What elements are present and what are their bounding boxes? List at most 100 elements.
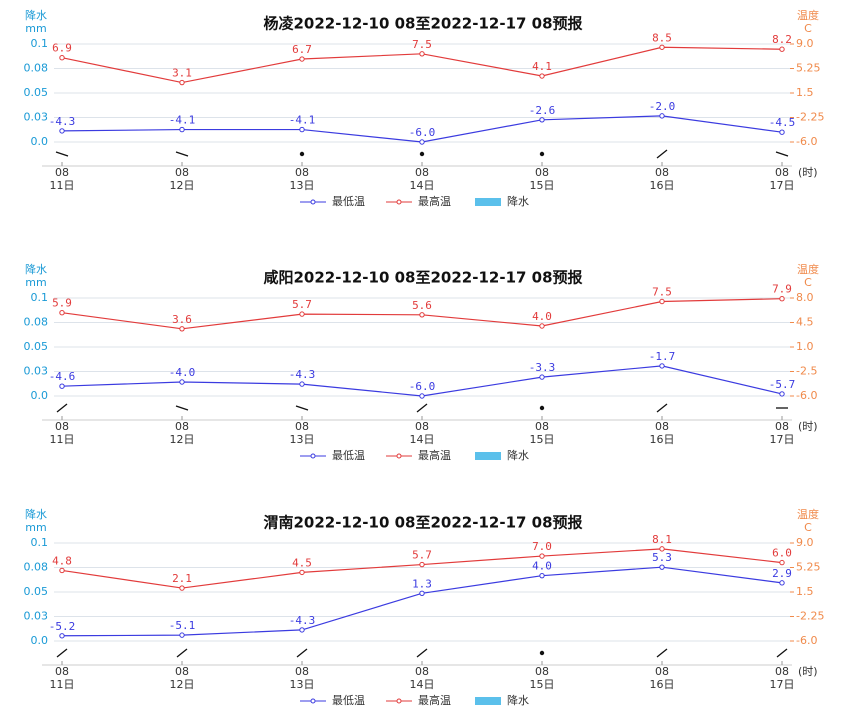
- y2-tick-label: 9.0: [796, 37, 814, 50]
- y-tick-label: 0.05: [24, 86, 49, 99]
- y2-axis-unit: C: [804, 521, 812, 534]
- data-label: 4.0: [532, 560, 552, 573]
- point: [179, 632, 185, 638]
- point: [59, 633, 65, 639]
- point: [299, 381, 305, 387]
- point: [179, 126, 185, 133]
- data-label: -4.1: [169, 114, 196, 127]
- x-tick-label: 11日: [50, 433, 75, 446]
- point: [419, 561, 425, 568]
- data-label: 5.9: [52, 297, 72, 310]
- data-label: 3.6: [172, 313, 192, 326]
- x-tick-label: 08: [775, 166, 789, 179]
- x-axis-unit: (时): [798, 420, 818, 433]
- y-tick-label: 0.03: [24, 111, 49, 124]
- data-label: 2.1: [172, 572, 192, 585]
- wind-icon: [56, 648, 68, 658]
- y-tick-label: 0.1: [31, 37, 49, 50]
- point: [659, 298, 665, 305]
- x-tick-label: 16日: [650, 433, 675, 446]
- y2-tick-label: 9.0: [796, 536, 814, 549]
- point: [299, 569, 305, 576]
- wind-icon: [419, 151, 425, 157]
- point: [419, 312, 425, 318]
- data-label: 3.1: [172, 67, 192, 80]
- x-tick-label: 12日: [170, 179, 195, 192]
- y2-tick-label: -6.0: [796, 135, 817, 148]
- point: [419, 393, 425, 399]
- wind-icon: [776, 648, 788, 658]
- data-label: 5.6: [412, 299, 432, 312]
- point: [59, 310, 65, 316]
- point: [299, 627, 305, 633]
- data-label: 4.1: [532, 60, 552, 73]
- wind-icon: [539, 151, 545, 157]
- point: [659, 564, 665, 570]
- point: [179, 585, 185, 591]
- data-label: 5.3: [652, 551, 672, 564]
- x-axis-unit: (时): [798, 166, 818, 179]
- legend-label: 最低温: [332, 694, 365, 707]
- y-axis-unit: mm: [25, 521, 46, 534]
- point: [539, 572, 545, 579]
- data-label: -2.6: [529, 104, 556, 117]
- data-label: 4.0: [532, 310, 552, 323]
- point: [779, 580, 785, 586]
- wind-icon: [539, 405, 545, 411]
- wind-icon: [656, 648, 668, 658]
- x-tick-label: 08: [655, 420, 669, 433]
- y2-tick-label: 8.0: [796, 291, 814, 304]
- x-tick-label: 08: [55, 420, 69, 433]
- point: [779, 296, 785, 302]
- wind-icon: [416, 403, 428, 413]
- data-label: -5.2: [49, 620, 76, 633]
- y2-tick-label: 5.25: [796, 62, 821, 75]
- x-tick-label: 08: [535, 420, 549, 433]
- point: [539, 117, 545, 123]
- x-tick-label: 08: [175, 665, 189, 678]
- x-tick-label: 17日: [770, 179, 795, 192]
- wind-icon: [775, 151, 789, 157]
- legend-label: 最高温: [418, 693, 451, 707]
- data-label: 8.5: [652, 31, 672, 44]
- chart-title: 渭南2022-12-10 08至2022-12-17 08预报: [263, 514, 582, 532]
- x-tick-label: 13日: [290, 433, 315, 446]
- point: [659, 44, 665, 50]
- wind-icon: [416, 648, 428, 658]
- point: [539, 374, 545, 380]
- legend-label: 降水: [507, 194, 529, 208]
- x-tick-label: 08: [175, 166, 189, 179]
- x-tick-label: 08: [295, 665, 309, 678]
- y-tick-label: 0.1: [31, 291, 49, 304]
- y2-tick-label: -2.25: [796, 111, 824, 124]
- legend-swatch: [475, 452, 501, 460]
- data-label: -2.0: [649, 100, 676, 113]
- legend-label: 最高温: [418, 194, 451, 208]
- point: [299, 126, 305, 133]
- x-tick-label: 13日: [290, 678, 315, 691]
- data-label: 4.5: [292, 556, 312, 569]
- x-tick-label: 08: [655, 166, 669, 179]
- y2-tick-label: 1.5: [796, 585, 814, 598]
- y-tick-label: 0.08: [24, 316, 49, 329]
- y-tick-label: 0.08: [24, 561, 49, 574]
- x-tick-label: 08: [175, 420, 189, 433]
- y-tick-label: 0.0: [31, 634, 49, 647]
- legend-label: 降水: [507, 693, 529, 707]
- x-axis-unit: (时): [798, 665, 818, 678]
- legend-marker: [310, 199, 316, 205]
- y-tick-label: 0.03: [24, 365, 49, 378]
- point: [299, 56, 305, 62]
- y2-tick-label: 1.5: [796, 86, 814, 99]
- x-tick-label: 08: [415, 665, 429, 678]
- y2-axis-unit: C: [804, 276, 812, 289]
- data-label: 5.7: [292, 298, 312, 311]
- data-label: -1.7: [649, 350, 676, 363]
- legend-swatch: [475, 198, 501, 206]
- data-label: 6.0: [772, 547, 792, 560]
- x-tick-label: 15日: [530, 433, 555, 446]
- point: [779, 129, 785, 135]
- data-label: 6.7: [292, 43, 312, 56]
- x-tick-label: 08: [775, 420, 789, 433]
